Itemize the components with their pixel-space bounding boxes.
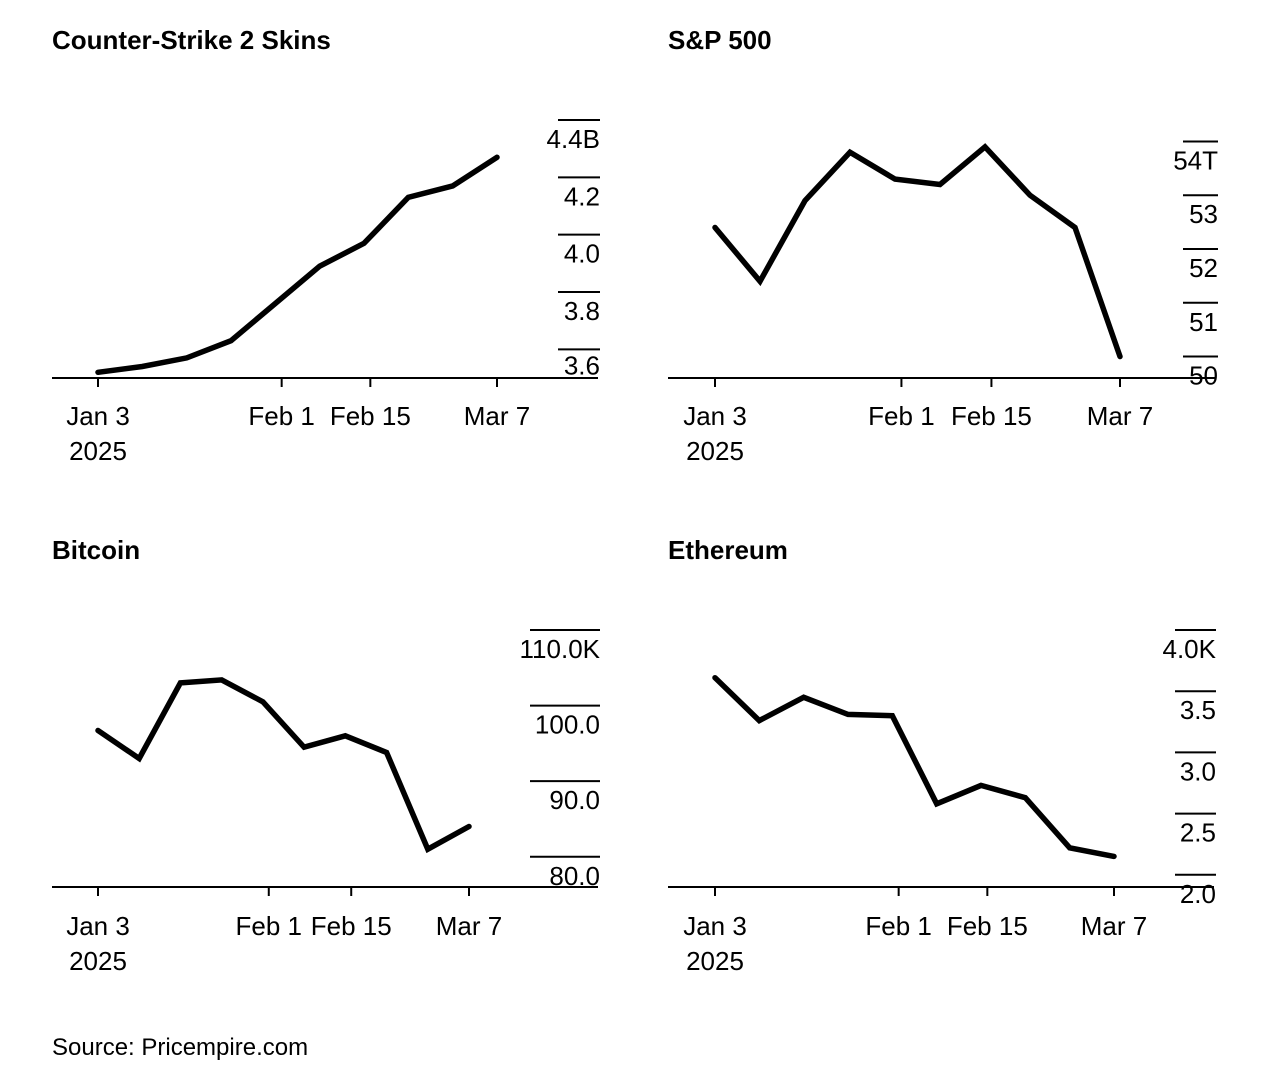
- bitcoin-ytick-label: 90.0: [549, 785, 600, 815]
- sp500-ytick-label: 50: [1189, 361, 1218, 391]
- cs2-skins-xtick-year-label: 2025: [69, 436, 127, 466]
- sp500-series-line: [712, 143, 1123, 360]
- ethereum-ytick-label: 3.0: [1180, 756, 1216, 786]
- sp500-xtick-label: Feb 15: [951, 401, 1032, 431]
- cs2-skins-ytick-label: 4.4B: [547, 124, 601, 154]
- ethereum-xtick-label: Feb 15: [947, 911, 1028, 941]
- ethereum-series-line: [712, 674, 1117, 860]
- sp500-ytick-label: 54T: [1173, 146, 1218, 176]
- ethereum-xtick-label: Feb 1: [865, 911, 932, 941]
- cs2-skins-xtick-label: Feb 15: [330, 401, 411, 431]
- cs2-skins-series-line: [95, 154, 500, 376]
- cs2-skins-panel: Counter-Strike 2 Skins 3.6 3.8 4.0 4.2 4.4B Ja…: [52, 25, 600, 466]
- bitcoin-xtick-label: Mar 7: [436, 911, 502, 941]
- sp500-panel: S&P 500 50 51 52 53 54T Jan 3 2025 Feb 1 Feb 15 Ma…: [668, 25, 1218, 466]
- bitcoin-xtick-year-label: 2025: [69, 946, 127, 976]
- cs2-skins-xtick-label: Feb 1: [248, 401, 315, 431]
- cs2-skins-ytick-label: 4.2: [564, 181, 600, 211]
- sp500-title: S&P 500: [668, 25, 772, 55]
- ethereum-xtick-label: Jan 3: [683, 911, 747, 941]
- bitcoin-xtick-label: Feb 1: [236, 911, 303, 941]
- sp500-xtick-label: Jan 3: [683, 401, 747, 431]
- bitcoin-series-line: [95, 677, 472, 854]
- bitcoin-title: Bitcoin: [52, 535, 140, 565]
- bitcoin-xtick-label: Feb 15: [311, 911, 392, 941]
- sp500-ytick-label: 52: [1189, 253, 1218, 283]
- cs2-skins-ytick-label: 3.6: [564, 350, 600, 380]
- cs2-skins-ytick-label: 3.8: [564, 296, 600, 326]
- cs2-skins-xtick-label: Jan 3: [66, 401, 130, 431]
- ethereum-xtick-year-label: 2025: [686, 946, 744, 976]
- ethereum-panel: Ethereum 2.0 2.5 3.0 3.5 4.0K Jan 3 2025 Feb 1 Fe…: [668, 535, 1217, 976]
- sp500-xtick-label: Feb 1: [868, 401, 935, 431]
- ethereum-ytick-label: 3.5: [1180, 695, 1216, 725]
- ethereum-title: Ethereum: [668, 535, 788, 565]
- cs2-skins-ytick-label: 4.0: [564, 239, 600, 269]
- bitcoin-xtick-label: Jan 3: [66, 911, 130, 941]
- ethereum-xtick-label: Mar 7: [1081, 911, 1147, 941]
- bitcoin-ytick-label: 110.0K: [520, 634, 601, 664]
- sp500-xtick-label: Mar 7: [1087, 401, 1153, 431]
- ethereum-ytick-label: 4.0K: [1163, 634, 1217, 664]
- sp500-ytick-label: 53: [1189, 199, 1218, 229]
- bitcoin-panel: Bitcoin 80.0 90.0 100.0 110.0K Jan 3 2025 Feb 1…: [52, 535, 601, 976]
- ethereum-ytick-label: 2.0: [1180, 879, 1216, 909]
- cs2-skins-title: Counter-Strike 2 Skins: [52, 25, 331, 55]
- cs2-skins-xtick-label: Mar 7: [464, 401, 530, 431]
- sp500-xtick-year-label: 2025: [686, 436, 744, 466]
- bitcoin-ytick-label: 80.0: [549, 861, 600, 891]
- sp500-ytick-label: 51: [1189, 307, 1218, 337]
- source-note: Source: Pricempire.com: [52, 1034, 309, 1061]
- bitcoin-ytick-label: 100.0: [535, 710, 600, 740]
- ethereum-ytick-label: 2.5: [1180, 818, 1216, 848]
